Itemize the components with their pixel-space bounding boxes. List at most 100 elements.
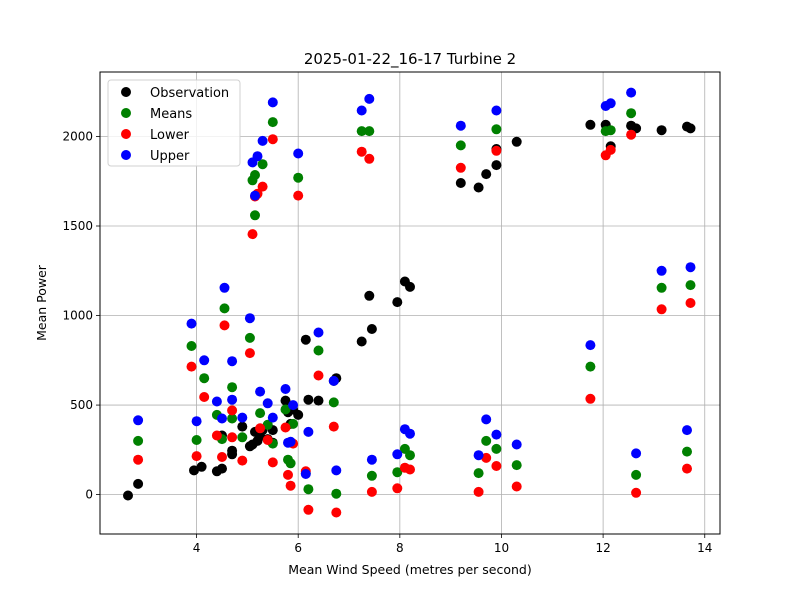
lower-point	[237, 455, 248, 466]
means-point	[237, 432, 248, 443]
means-point	[328, 397, 339, 408]
observation-point	[237, 421, 248, 432]
lower-point	[283, 469, 293, 480]
upper-point	[257, 135, 268, 146]
legend-label-upper: Upper	[150, 149, 190, 164]
lower-point	[605, 144, 616, 155]
observation-point	[227, 445, 238, 456]
x-tick-label: 8	[396, 541, 404, 555]
observation-point	[196, 461, 207, 472]
means-point	[227, 382, 238, 393]
observation-point	[481, 169, 492, 180]
upper-point	[255, 386, 266, 397]
series-upper	[133, 87, 696, 479]
upper-point	[511, 439, 522, 450]
upper-point	[626, 87, 637, 98]
upper-point	[631, 448, 642, 459]
lower-point	[455, 162, 466, 173]
x-axis-ticks: 4 6 8 10 12 14	[193, 534, 712, 555]
lower-point	[631, 487, 642, 498]
plot-area-frame	[99, 71, 721, 535]
lower-point	[267, 457, 278, 468]
lower-point	[313, 370, 324, 381]
means-point	[585, 361, 596, 372]
upper-point	[252, 151, 263, 162]
observation-point	[455, 178, 466, 188]
upper-point	[300, 469, 311, 479]
y-tick-label: 1500	[62, 219, 93, 233]
observation-point	[313, 395, 324, 406]
means-point	[364, 126, 375, 137]
y-tick-label: 2000	[62, 129, 93, 143]
means-point	[685, 280, 696, 291]
lower-point	[366, 486, 377, 497]
lower-point	[626, 129, 637, 140]
legend-label-lower: Lower	[150, 128, 190, 143]
means-point	[656, 282, 667, 293]
means-point	[199, 373, 210, 384]
means-point	[455, 140, 466, 151]
observation-point	[123, 490, 133, 501]
means-point	[313, 345, 324, 356]
upper-point	[267, 97, 278, 108]
upper-point	[491, 105, 502, 116]
means-point	[481, 435, 492, 446]
means-point	[267, 117, 278, 128]
means-point	[473, 468, 484, 479]
lower-point	[285, 480, 296, 491]
observation-point	[473, 182, 484, 193]
observation-point	[491, 160, 502, 171]
upper-point	[244, 313, 255, 324]
chart-title: 2025-01-22_16-17 Turbine 2	[304, 50, 516, 69]
means-point	[511, 460, 522, 471]
lower-point	[392, 483, 403, 494]
lower-point	[293, 190, 304, 201]
observation-point	[217, 463, 227, 474]
x-axis-label: Mean Wind Speed (metres per second)	[288, 562, 531, 577]
means-point	[605, 125, 616, 136]
observation-point	[366, 324, 377, 334]
lower-point	[186, 361, 197, 372]
observation-point	[189, 465, 199, 476]
lower-point	[685, 298, 696, 308]
data-points	[123, 87, 696, 518]
lower-point	[262, 435, 273, 445]
upper-point	[219, 282, 230, 293]
lower-point	[227, 432, 238, 443]
means-point	[186, 341, 197, 351]
lower-point	[481, 452, 492, 463]
lower-point	[473, 486, 484, 497]
means-point	[366, 470, 377, 481]
legend-label-observation: Observation	[150, 86, 229, 101]
lower-point	[257, 181, 268, 192]
means-point	[285, 458, 296, 469]
means-point	[250, 170, 260, 180]
lower-point	[267, 134, 278, 145]
observation-point	[356, 336, 367, 347]
x-tick-label: 4	[193, 541, 201, 555]
lower-point	[247, 229, 258, 240]
observation-point	[405, 281, 415, 292]
legend: Observation Means Lower Upper	[107, 79, 241, 167]
lower-point	[280, 422, 291, 433]
y-axis-label: Mean Power	[34, 264, 49, 341]
legend-marker-lower	[121, 129, 131, 139]
observation-point	[656, 125, 667, 136]
legend-marker-observation	[121, 87, 131, 97]
x-tick-label: 12	[595, 541, 610, 555]
upper-point	[186, 318, 197, 329]
means-point	[191, 435, 202, 445]
legend-box	[107, 79, 241, 167]
means-point	[303, 484, 314, 495]
upper-point	[267, 412, 278, 423]
lower-point	[227, 405, 238, 416]
lower-point	[219, 320, 230, 331]
means-point	[262, 419, 273, 430]
means-point	[257, 159, 268, 170]
means-point	[392, 467, 403, 478]
upper-point	[293, 148, 304, 159]
lower-point	[682, 463, 692, 474]
upper-point	[313, 327, 324, 338]
x-tick-label: 10	[494, 541, 509, 555]
